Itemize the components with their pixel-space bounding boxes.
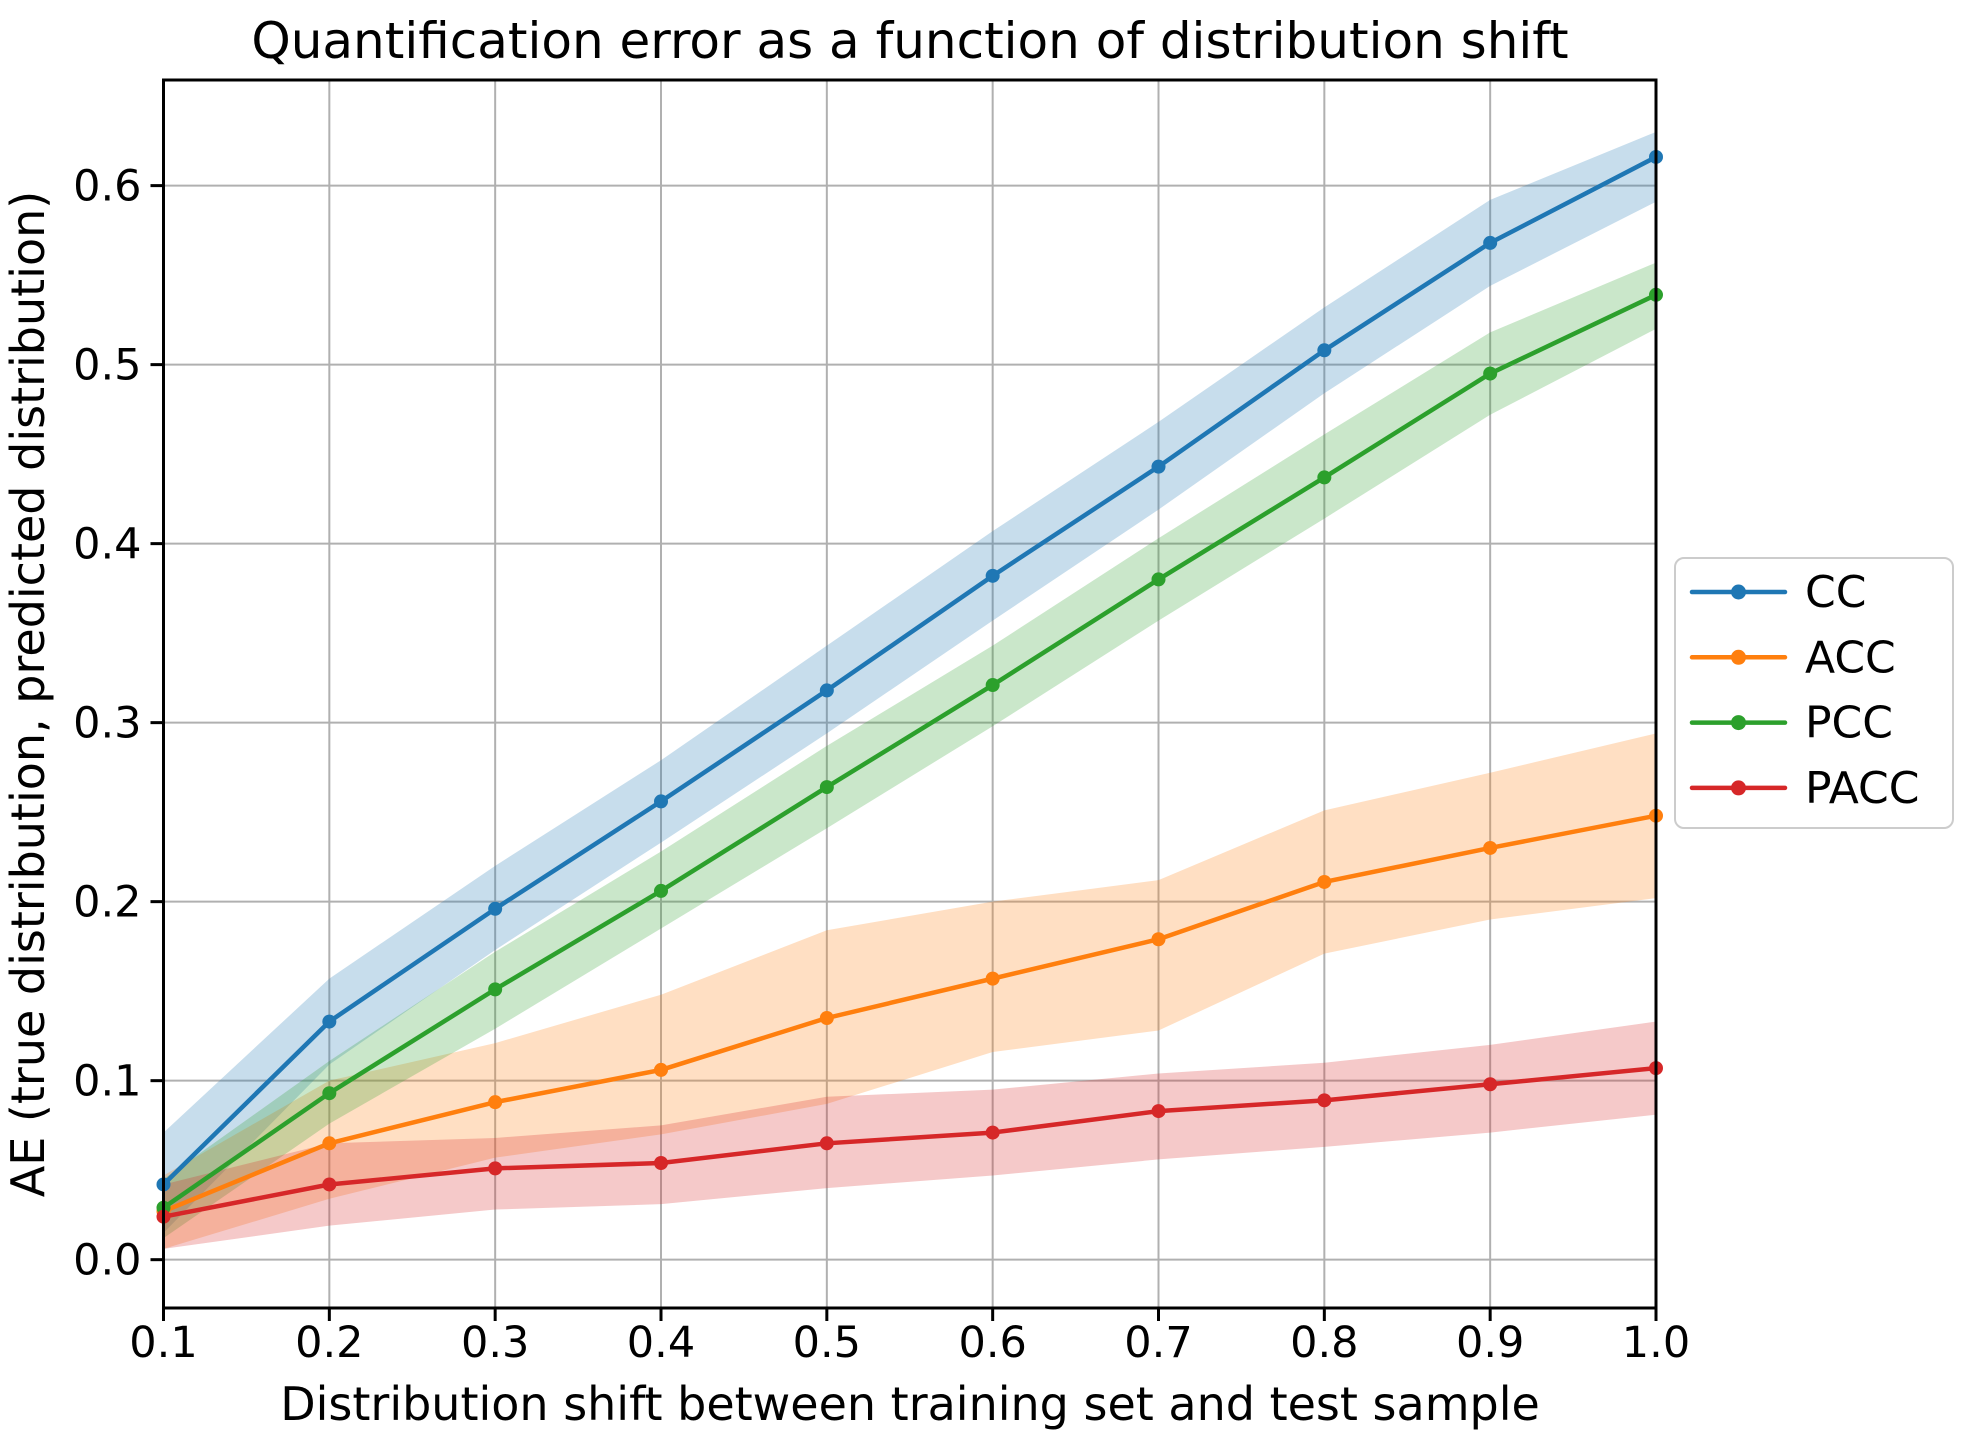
data-point-pcc xyxy=(985,678,1000,693)
legend-item-pcc: PCC xyxy=(1689,698,1893,749)
data-point-pcc xyxy=(1483,366,1498,381)
error-band-pacc xyxy=(163,1021,1656,1249)
data-point-pacc xyxy=(1151,1104,1166,1119)
data-point-pacc xyxy=(1483,1077,1498,1092)
y-tick-label: 0.3 xyxy=(73,699,141,749)
y-tick-label: 0.6 xyxy=(73,162,141,212)
grid-layer xyxy=(162,80,1657,1308)
data-point-pacc xyxy=(488,1161,503,1176)
legend-label: PCC xyxy=(1805,698,1893,749)
tick-label-layer: 0.1 0.2 0.3 0.4 0.5 0.6 0.7 0.8 0.9 1.0 0.0 0.1 0.2 0… xyxy=(73,162,1690,1368)
data-point-pcc xyxy=(488,982,503,997)
x-tick-label: 0.7 xyxy=(1124,1318,1192,1368)
y-axis-label: AE (true distribution, predicted distrib… xyxy=(1,191,55,1197)
legend-marker-sample xyxy=(1731,780,1746,796)
data-point-pacc xyxy=(654,1156,668,1171)
y-tick-label: 0.4 xyxy=(73,520,141,570)
y-tick-label: 0.0 xyxy=(73,1236,141,1286)
x-tick-label: 0.9 xyxy=(1456,1318,1524,1368)
data-point-acc xyxy=(488,1095,503,1110)
series-line-acc xyxy=(161,813,1659,1214)
data-point-pcc xyxy=(322,1086,337,1101)
error-band-pcc xyxy=(163,262,1656,1239)
x-tick-label: 0.1 xyxy=(129,1318,197,1368)
data-point-pcc xyxy=(819,780,834,795)
legend-item-cc: CC xyxy=(1689,567,1866,618)
error-band-cc xyxy=(163,131,1656,1233)
series-line-pcc xyxy=(161,292,1659,1211)
data-point-acc xyxy=(819,1011,834,1026)
x-tick-label: 0.2 xyxy=(295,1318,363,1368)
x-axis-label: Distribution shift between training set … xyxy=(280,1377,1540,1431)
x-tick-label: 0.4 xyxy=(627,1318,695,1368)
x-tick-label: 0.8 xyxy=(1290,1318,1358,1368)
series-line-pacc xyxy=(161,1065,1659,1219)
series-line-cc xyxy=(161,154,1659,1187)
data-point-acc xyxy=(1317,874,1332,889)
error-band-layer xyxy=(163,131,1656,1249)
legend-label: PACC xyxy=(1805,763,1920,814)
legend-marker-sample xyxy=(1731,715,1746,731)
chart-title: Quantification error as a function of di… xyxy=(251,12,1568,70)
data-point-cc xyxy=(985,568,1000,583)
x-tick-label: 1.0 xyxy=(1622,1318,1690,1368)
data-point-cc xyxy=(654,794,668,809)
legend-label: CC xyxy=(1805,567,1866,618)
data-point-cc xyxy=(1483,235,1498,250)
data-point-cc xyxy=(322,1014,337,1029)
data-point-acc xyxy=(1483,840,1498,855)
data-point-acc xyxy=(654,1062,668,1077)
y-tick-label: 0.5 xyxy=(73,341,141,391)
legend-marker-sample xyxy=(1731,649,1746,665)
data-point-acc xyxy=(1151,932,1166,947)
legend-label: ACC xyxy=(1805,632,1896,683)
plot-border xyxy=(162,78,1658,1310)
data-point-pacc xyxy=(985,1125,1000,1140)
legend-item-acc: ACC xyxy=(1689,632,1896,683)
error-band-acc xyxy=(163,733,1656,1249)
data-point-acc xyxy=(322,1136,337,1151)
data-point-cc xyxy=(819,683,834,698)
y-tick-label: 0.1 xyxy=(73,1057,141,1107)
legend-marker-sample xyxy=(1731,584,1746,600)
data-point-acc xyxy=(985,971,1000,986)
axes-layer xyxy=(150,78,1658,1321)
legend: CC ACC PCC PACC xyxy=(1674,557,1954,829)
data-point-pacc xyxy=(819,1136,834,1151)
data-point-pcc xyxy=(654,883,668,898)
data-point-pacc xyxy=(1317,1093,1332,1108)
data-point-cc xyxy=(488,901,503,916)
x-tick-label: 0.6 xyxy=(958,1318,1026,1368)
data-point-pcc xyxy=(1317,470,1332,485)
data-point-pacc xyxy=(322,1177,337,1192)
x-tick-label: 0.5 xyxy=(793,1318,861,1368)
data-point-cc xyxy=(1151,459,1166,474)
legend-frame xyxy=(1674,557,1954,829)
legend-item-pacc: PACC xyxy=(1689,763,1920,814)
y-tick-label: 0.2 xyxy=(73,878,141,928)
x-tick-label: 0.3 xyxy=(461,1318,529,1368)
data-point-cc xyxy=(1317,343,1332,358)
data-point-pcc xyxy=(1151,572,1166,587)
